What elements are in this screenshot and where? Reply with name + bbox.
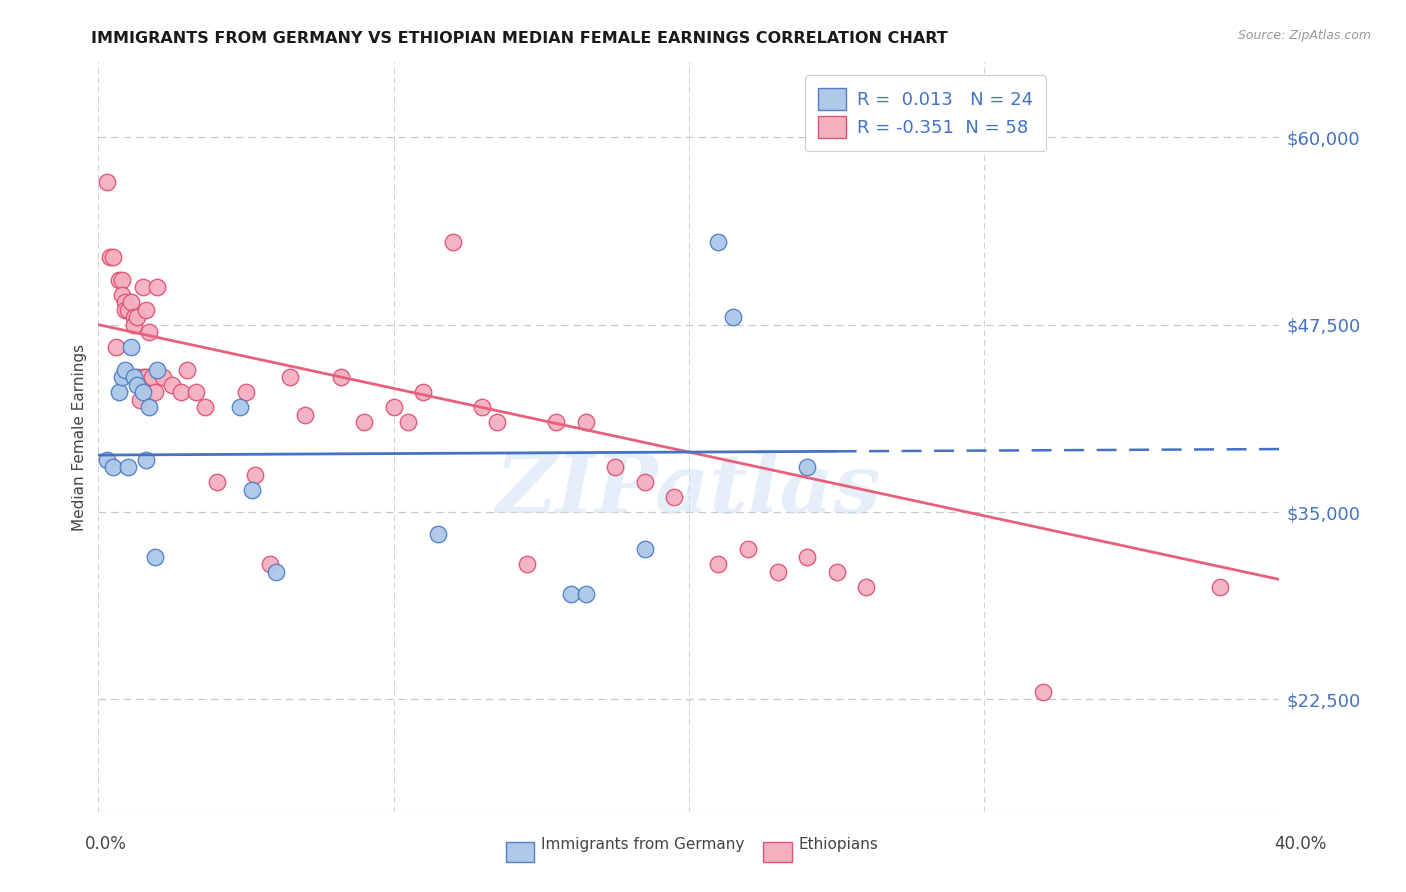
Point (114, 295, 136, 310)
Point (634, 475, 657, 489)
Point (117, 460, 139, 475)
Point (96, 175, 118, 189)
Point (194, 400, 217, 414)
Point (546, 415, 568, 429)
Point (98, 250, 121, 264)
Point (132, 385, 155, 400)
Point (114, 302, 136, 317)
Point (229, 400, 252, 414)
Point (122, 318, 145, 332)
Point (294, 408, 316, 422)
Point (128, 392, 150, 407)
Point (205, 475, 228, 489)
Point (723, 310, 745, 325)
Point (143, 385, 166, 400)
Point (259, 558, 281, 572)
Point (471, 400, 494, 414)
Point (516, 558, 538, 572)
Point (138, 325, 160, 339)
Point (329, 370, 352, 384)
Point (111, 287, 134, 301)
Point (766, 565, 789, 579)
Text: Immigrants from Germany: Immigrants from Germany (541, 838, 745, 852)
Point (120, 295, 142, 310)
Point (412, 385, 434, 400)
Text: Source: ZipAtlas.com: Source: ZipAtlas.com (1237, 29, 1371, 42)
Point (117, 302, 139, 317)
Point (125, 377, 148, 392)
Point (138, 400, 160, 414)
Point (707, 235, 730, 250)
Point (707, 558, 730, 572)
Point (152, 370, 174, 384)
Point (125, 370, 148, 384)
Point (111, 370, 134, 384)
Point (1209, 580, 1232, 594)
Point (575, 587, 598, 601)
Point (162, 377, 183, 392)
Y-axis label: Median Female Earnings: Median Female Earnings (72, 343, 87, 531)
Point (664, 490, 686, 504)
Text: 0.0%: 0.0% (84, 835, 127, 853)
Point (122, 310, 145, 325)
Point (135, 452, 157, 467)
Point (176, 362, 198, 376)
Point (103, 250, 125, 264)
Point (132, 280, 155, 294)
Point (575, 415, 598, 429)
Point (737, 542, 759, 557)
Point (1032, 685, 1054, 699)
Point (108, 385, 131, 400)
Point (105, 340, 128, 354)
Point (398, 415, 420, 429)
Point (120, 340, 142, 354)
Point (125, 310, 148, 325)
Point (122, 370, 145, 384)
Point (634, 542, 657, 557)
Point (170, 385, 193, 400)
Point (855, 580, 877, 594)
Point (184, 385, 207, 400)
Point (605, 460, 627, 475)
Point (240, 483, 263, 497)
Point (135, 370, 157, 384)
Point (486, 415, 509, 429)
Point (143, 549, 166, 564)
Point (825, 565, 848, 579)
Point (114, 362, 136, 376)
Point (141, 370, 163, 384)
Point (427, 527, 450, 541)
Point (796, 460, 818, 475)
Point (103, 460, 125, 475)
Point (280, 370, 302, 384)
Point (135, 302, 157, 317)
Point (441, 235, 464, 250)
Legend: R =  0.013   N = 24, R = -0.351  N = 58: R = 0.013 N = 24, R = -0.351 N = 58 (804, 75, 1046, 151)
Point (382, 400, 405, 414)
Point (111, 273, 134, 287)
Point (264, 565, 287, 579)
Point (353, 415, 375, 429)
Text: ZIPatlas: ZIPatlas (496, 450, 882, 530)
Text: IMMIGRANTS FROM GERMANY VS ETHIOPIAN MEDIAN FEMALE EARNINGS CORRELATION CHART: IMMIGRANTS FROM GERMANY VS ETHIOPIAN MED… (91, 31, 948, 46)
Text: Ethiopians: Ethiopians (799, 838, 879, 852)
Point (560, 587, 582, 601)
Point (146, 280, 169, 294)
Text: 40.0%: 40.0% (1274, 835, 1327, 853)
Point (243, 467, 266, 482)
Point (796, 549, 818, 564)
Point (132, 370, 155, 384)
Point (146, 362, 169, 376)
Point (235, 385, 257, 400)
Point (96, 452, 118, 467)
Point (108, 273, 131, 287)
